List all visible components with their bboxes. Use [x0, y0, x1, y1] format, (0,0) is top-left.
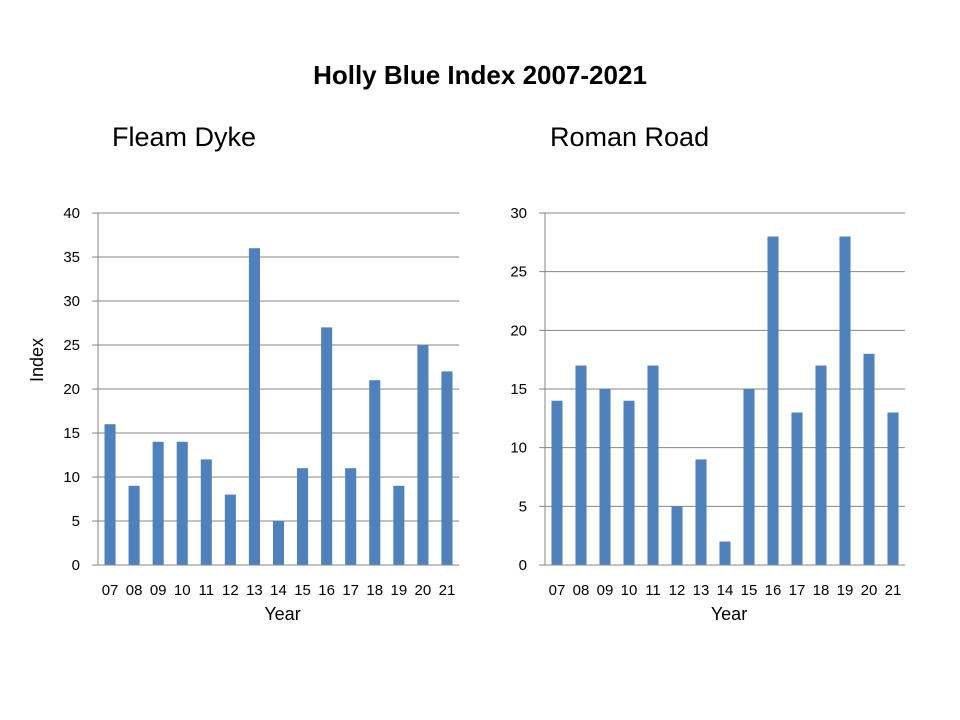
- roman-road-bar: [551, 400, 563, 565]
- roman-road-x-tick-label: 15: [741, 582, 758, 599]
- roman-road-x-tick-label: 16: [765, 582, 782, 599]
- roman-road-bar: [887, 412, 899, 565]
- chart-title-roman-road: Roman Road: [550, 122, 710, 152]
- fleam-dyke-bar: [200, 459, 212, 565]
- roman-road-y-tick-label: 0: [519, 557, 527, 574]
- roman-road-x-axis-title: Year: [711, 604, 747, 624]
- fleam-dyke-y-tick-label: 25: [63, 337, 80, 354]
- page-title: Holly Blue Index 2007-2021: [313, 60, 647, 90]
- roman-road-x-tick-label: 20: [861, 582, 878, 599]
- roman-road-x-tick-label: 09: [597, 582, 614, 599]
- fleam-dyke-x-tick-label: 11: [199, 582, 215, 599]
- roman-road-bar: [719, 541, 731, 565]
- fleam-dyke-bar: [369, 380, 381, 565]
- fleam-dyke-x-tick-label: 19: [390, 582, 407, 599]
- fleam-dyke-x-axis-title: Year: [264, 604, 300, 624]
- fleam-dyke-x-tick-label: 12: [222, 582, 239, 599]
- fleam-dyke-bar: [321, 327, 333, 565]
- roman-road-y-tick-label: 20: [510, 322, 527, 339]
- roman-road-x-tick-label: 12: [669, 582, 686, 599]
- fleam-dyke-x-tick-label: 10: [174, 582, 191, 599]
- fleam-dyke-bar: [248, 248, 260, 565]
- fleam-dyke-bar: [441, 371, 453, 565]
- fleam-dyke-x-tick-label: 16: [318, 582, 335, 599]
- roman-road-x-tick-label: 14: [717, 582, 734, 599]
- fleam-dyke-x-tick-label: 07: [102, 582, 119, 599]
- fleam-dyke-x-tick-label: 18: [366, 582, 383, 599]
- fleam-dyke-y-tick-label: 15: [63, 425, 80, 442]
- fleam-dyke-x-tick-label: 14: [270, 582, 287, 599]
- chart-fleam-dyke: 0 5 10 15 20 25 30 35 40 07 08 09 10 11 12 13 14 15 16 17 18…: [27, 205, 459, 624]
- fleam-dyke-y-tick-label: 10: [63, 469, 80, 486]
- fleam-dyke-bar: [345, 468, 357, 565]
- roman-road-bar: [791, 412, 803, 565]
- fleam-dyke-x-tick-label: 08: [126, 582, 143, 599]
- fleam-dyke-bar: [272, 521, 285, 565]
- roman-road-x-tick-label: 17: [789, 582, 806, 599]
- roman-road-x-tick-label: 11: [645, 582, 661, 599]
- roman-road-bar: [647, 365, 659, 565]
- fleam-dyke-bar: [297, 468, 309, 565]
- roman-road-y-tick-label: 25: [510, 264, 527, 281]
- fleam-dyke-bar: [176, 441, 188, 565]
- fleam-dyke-y-tick-label: 40: [63, 205, 80, 222]
- roman-road-x-tick-label: 13: [693, 582, 710, 599]
- fleam-dyke-y-tick-label: 0: [72, 557, 80, 574]
- fleam-dyke-x-tick-label: 17: [342, 582, 359, 599]
- roman-road-bar: [743, 389, 755, 565]
- roman-road-x-tick-label: 18: [813, 582, 830, 599]
- roman-road-y-tick-label: 15: [510, 381, 527, 398]
- fleam-dyke-y-tick-label: 20: [63, 381, 80, 398]
- fleam-dyke-bar: [393, 485, 405, 565]
- roman-road-bar: [839, 236, 851, 565]
- roman-road-y-tick-label: 10: [510, 440, 527, 457]
- roman-road-bar: [863, 353, 875, 565]
- chart-roman-road: 0 5 10 15 20 25 30 07 08 09 10 11 12 13 14 15 16 17 18 19 20…: [510, 205, 905, 624]
- roman-road-bar: [815, 365, 827, 565]
- fleam-dyke-y-axis-title: Index: [27, 338, 47, 382]
- roman-road-x-tick-label: 08: [573, 582, 590, 599]
- roman-road-x-tick-label: 10: [621, 582, 638, 599]
- roman-road-bar: [695, 459, 707, 565]
- roman-road-bar: [575, 365, 587, 565]
- fleam-dyke-y-tick-label: 35: [63, 249, 80, 266]
- fleam-dyke-x-tick-label: 21: [439, 582, 456, 599]
- fleam-dyke-x-tick-label: 13: [246, 582, 263, 599]
- fleam-dyke-bar: [224, 494, 236, 565]
- fleam-dyke-x-tick-label: 20: [415, 582, 432, 599]
- roman-road-y-tick-label: 30: [510, 205, 527, 222]
- roman-road-bar: [599, 389, 611, 565]
- fleam-dyke-x-tick-label: 09: [150, 582, 167, 599]
- roman-road-x-tick-label: 19: [837, 582, 854, 599]
- fleam-dyke-bar: [128, 485, 140, 565]
- roman-road-y-tick-label: 5: [519, 498, 527, 515]
- fleam-dyke-y-tick-label: 5: [72, 513, 80, 530]
- roman-road-x-tick-label: 07: [549, 582, 566, 599]
- chart-title-fleam-dyke: Fleam Dyke: [112, 122, 257, 152]
- roman-road-bar: [623, 400, 635, 565]
- fleam-dyke-bar: [104, 424, 116, 565]
- roman-road-bar: [671, 506, 683, 565]
- roman-road-x-tick-label: 21: [885, 582, 902, 599]
- roman-road-bar: [767, 236, 779, 565]
- fleam-dyke-bar: [152, 441, 164, 565]
- fleam-dyke-bar: [417, 345, 429, 565]
- fleam-dyke-x-tick-label: 15: [294, 582, 311, 599]
- fleam-dyke-y-tick-label: 30: [63, 293, 80, 310]
